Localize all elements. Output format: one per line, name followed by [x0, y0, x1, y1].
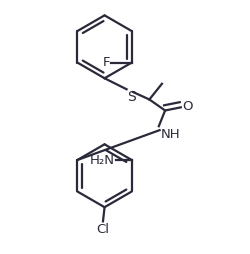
Text: F: F: [102, 56, 110, 69]
Text: Cl: Cl: [96, 223, 110, 236]
Text: NH: NH: [160, 128, 180, 141]
Text: S: S: [127, 90, 136, 104]
Text: H₂N: H₂N: [90, 153, 114, 167]
Text: O: O: [182, 100, 193, 113]
